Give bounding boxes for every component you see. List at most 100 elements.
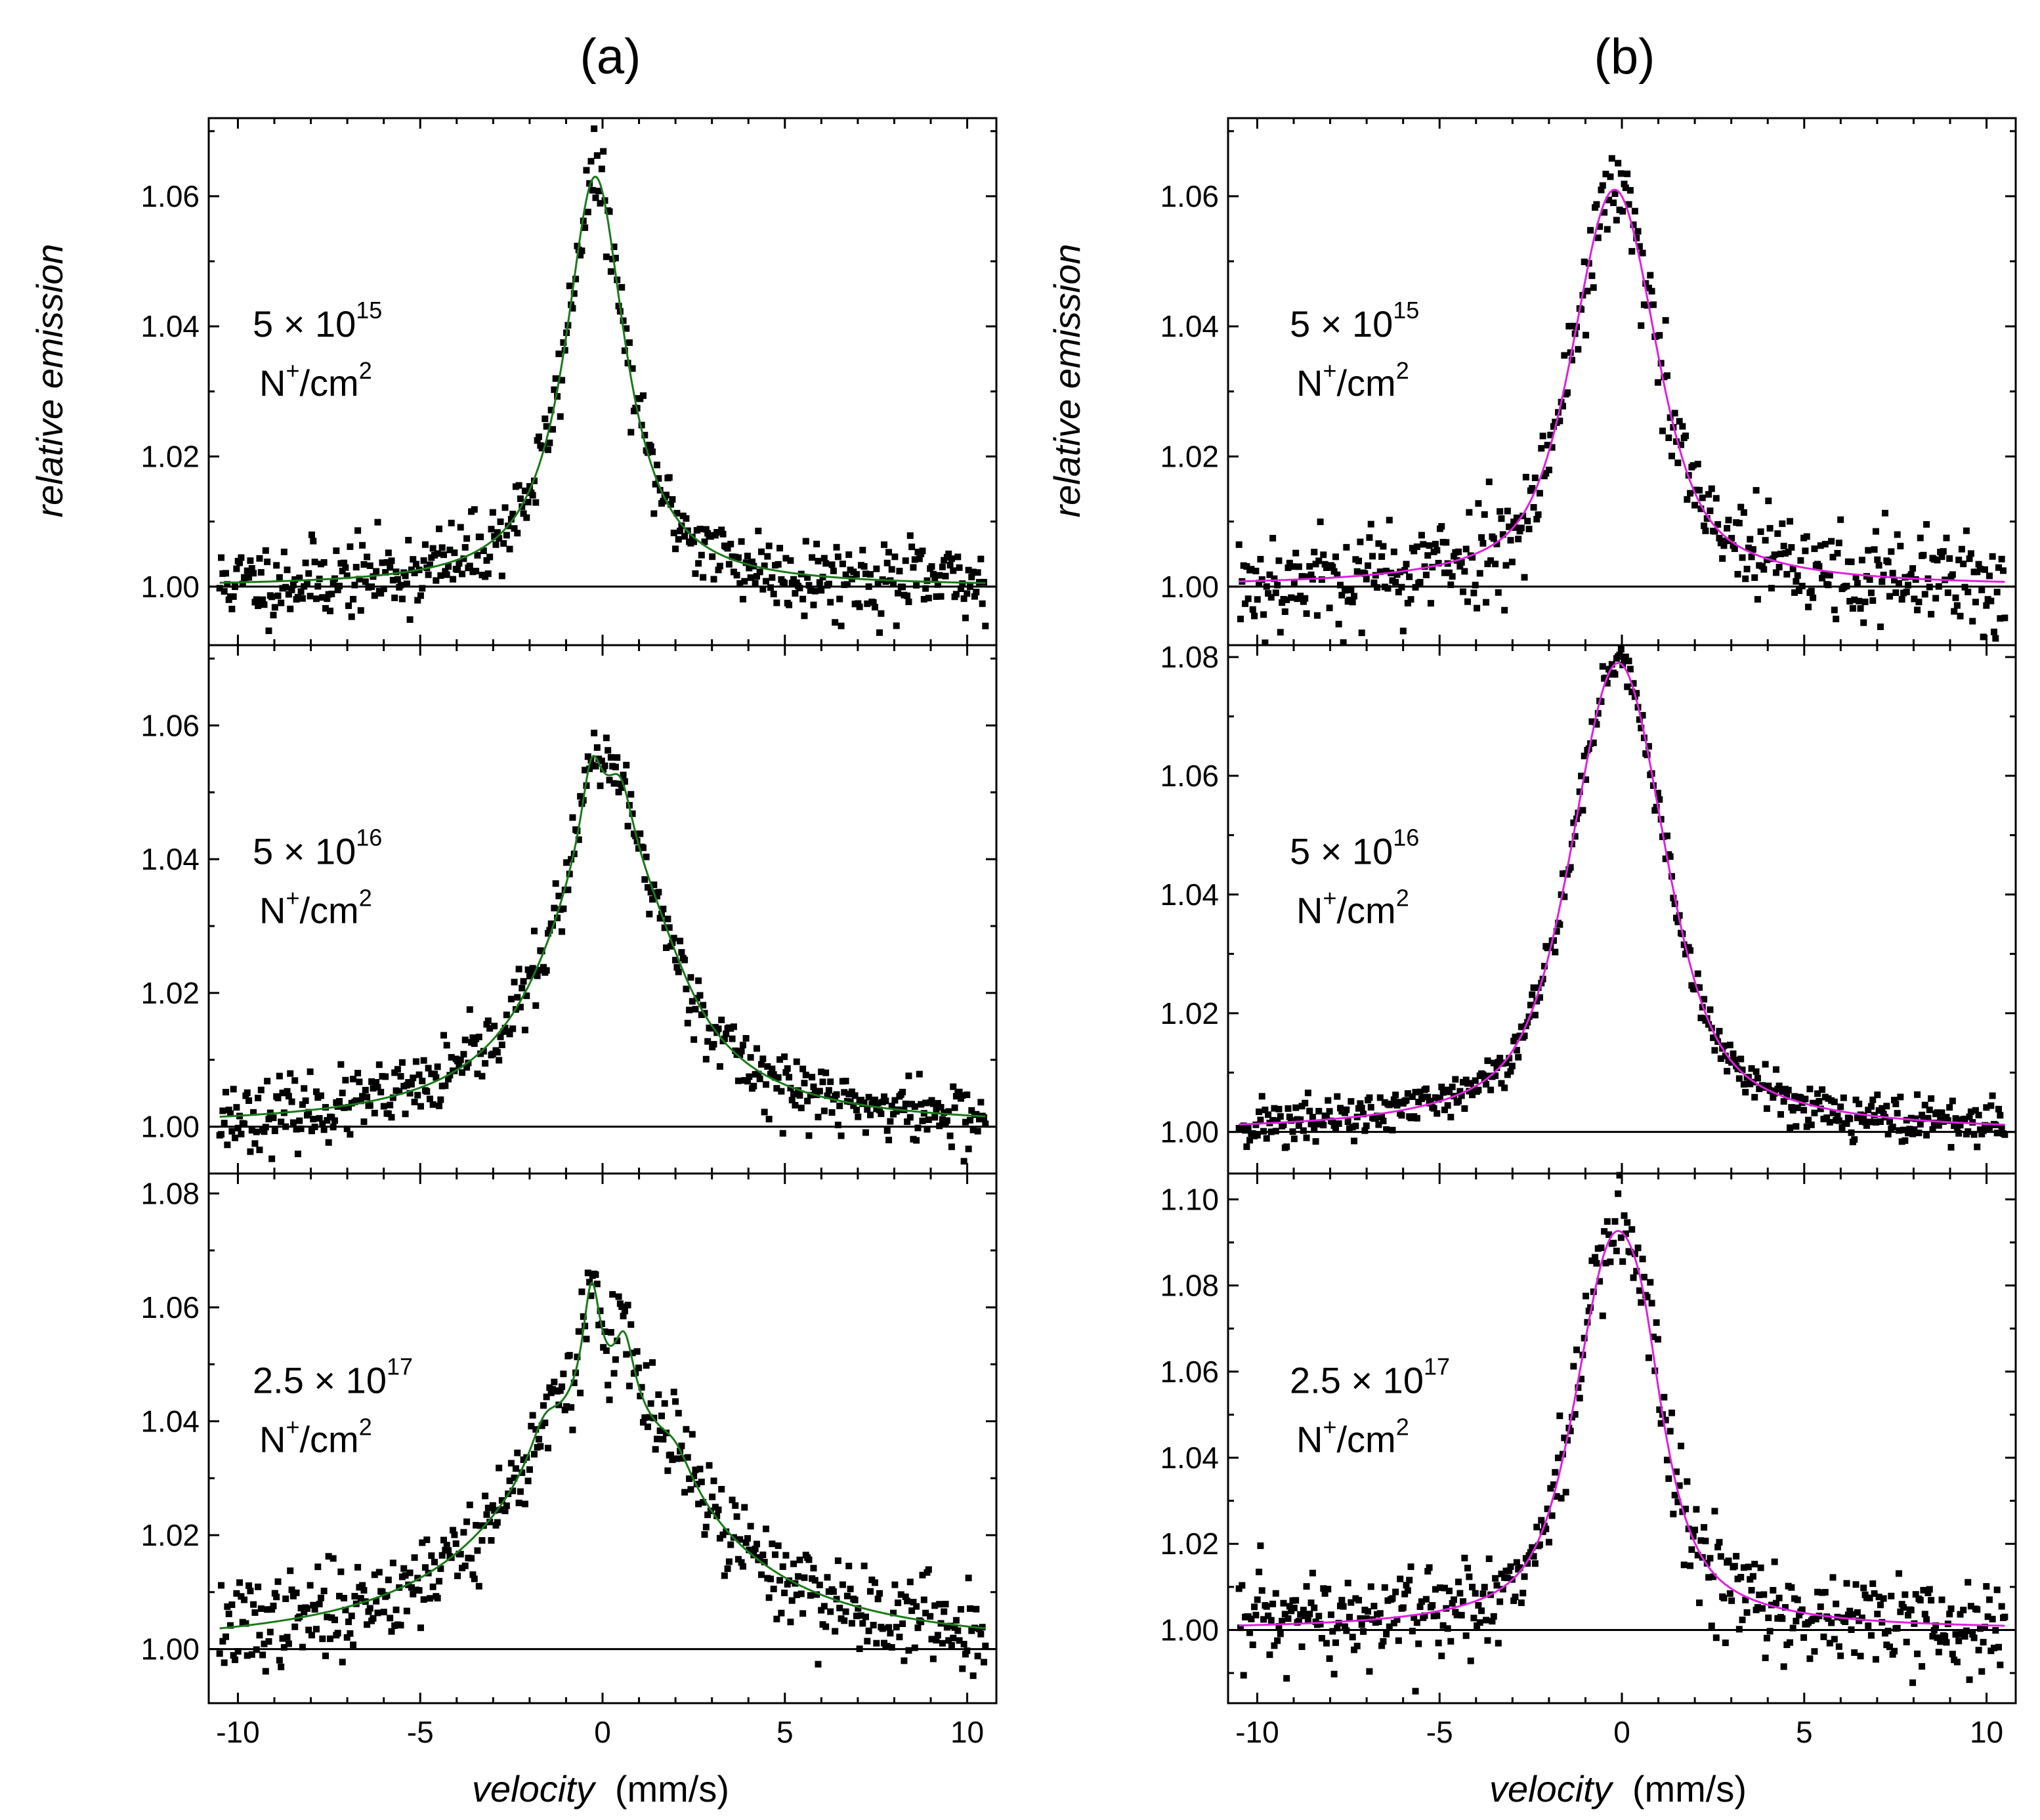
data-point	[715, 1025, 722, 1032]
data-point	[1332, 1124, 1339, 1132]
data-point	[1469, 1584, 1476, 1591]
data-point	[1888, 548, 1895, 555]
data-point	[1420, 541, 1427, 548]
dose-unit-label: N+/cm2	[259, 357, 372, 404]
data-point	[411, 569, 418, 576]
data-point	[1495, 1059, 1502, 1066]
data-point	[603, 253, 610, 261]
unit-base: N	[1296, 1418, 1323, 1460]
data-point	[866, 571, 874, 578]
data-point	[1900, 1126, 1907, 1133]
data-point	[700, 574, 707, 581]
data-point	[445, 1076, 452, 1083]
y-tick-label: 1.08	[1160, 1269, 1219, 1303]
data-point	[1599, 1312, 1606, 1319]
data-point	[1819, 1086, 1826, 1093]
data-point	[734, 1077, 742, 1084]
data-point	[1315, 557, 1323, 564]
data-point	[343, 572, 351, 580]
unit-sup: +	[1323, 1413, 1336, 1440]
data-point	[257, 1605, 265, 1613]
data-point	[910, 564, 917, 571]
data-point	[948, 1143, 955, 1151]
data-point	[1303, 610, 1310, 617]
data-point	[1770, 1094, 1777, 1101]
data-point	[1515, 1053, 1522, 1061]
data-point	[1435, 560, 1442, 567]
data-point	[908, 543, 916, 551]
data-point	[299, 1643, 306, 1651]
data-point	[366, 1605, 373, 1612]
data-point	[1793, 578, 1800, 585]
data-point	[1628, 247, 1636, 255]
data-point	[1791, 589, 1798, 596]
data-point	[498, 1041, 505, 1048]
data-point	[577, 251, 584, 259]
data-point	[626, 1382, 633, 1389]
data-point	[1309, 1114, 1316, 1121]
data-point	[555, 350, 563, 358]
data-point	[1654, 379, 1661, 386]
data-point	[280, 548, 287, 555]
data-point	[228, 1128, 236, 1135]
data-point	[1890, 1097, 1898, 1104]
data-point	[710, 576, 717, 583]
data-point	[546, 439, 553, 446]
data-point	[1921, 1611, 1928, 1618]
data-point	[1286, 1113, 1293, 1120]
data-point	[1821, 541, 1829, 548]
data-point	[387, 1615, 394, 1622]
data-point	[1277, 1113, 1284, 1120]
data-point	[725, 1558, 733, 1565]
data-point	[1529, 1544, 1536, 1551]
data-point	[574, 1353, 581, 1361]
data-point	[1445, 1587, 1453, 1594]
data-point	[966, 1605, 973, 1612]
data-point	[643, 853, 650, 860]
data-point	[746, 1073, 753, 1080]
data-point	[902, 557, 909, 564]
data-point	[1518, 1023, 1525, 1030]
data-point	[624, 1302, 631, 1309]
data-point	[1849, 604, 1856, 612]
data-point	[704, 1512, 712, 1519]
data-point	[1529, 485, 1536, 492]
data-point	[396, 1088, 403, 1095]
data-point	[950, 1083, 957, 1090]
data-point	[1871, 546, 1878, 553]
data-point	[1671, 410, 1678, 417]
data-point	[1325, 1097, 1332, 1104]
data-point	[1306, 1107, 1313, 1114]
data-point	[414, 1091, 421, 1099]
data-point	[715, 566, 722, 574]
data-point	[1687, 1562, 1694, 1569]
data-point	[1957, 612, 1964, 620]
data-point	[1679, 423, 1686, 430]
data-point	[1575, 346, 1582, 353]
data-point	[491, 1507, 498, 1514]
data-point	[790, 1560, 797, 1567]
data-point	[911, 1644, 918, 1651]
data-point	[1452, 1076, 1459, 1083]
data-point	[380, 1103, 387, 1110]
data-point	[1605, 666, 1613, 673]
data-point	[535, 967, 542, 974]
data-point	[816, 1581, 823, 1588]
data-point	[1288, 1117, 1295, 1124]
data-point	[1865, 547, 1872, 554]
data-point	[253, 1128, 260, 1135]
data-point	[1395, 589, 1402, 596]
data-point	[815, 1661, 822, 1668]
data-point	[627, 1321, 635, 1328]
data-point	[1771, 1558, 1778, 1565]
dose-label: 5 × 1016	[253, 824, 382, 872]
data-point	[1751, 574, 1758, 582]
data-point	[902, 1100, 909, 1107]
unit-sup: +	[286, 885, 299, 912]
data-point	[398, 1059, 406, 1066]
data-point	[950, 567, 957, 574]
data-point	[1654, 1336, 1661, 1343]
data-point	[755, 1070, 762, 1078]
data-point	[621, 347, 628, 354]
data-point	[816, 1088, 823, 1095]
